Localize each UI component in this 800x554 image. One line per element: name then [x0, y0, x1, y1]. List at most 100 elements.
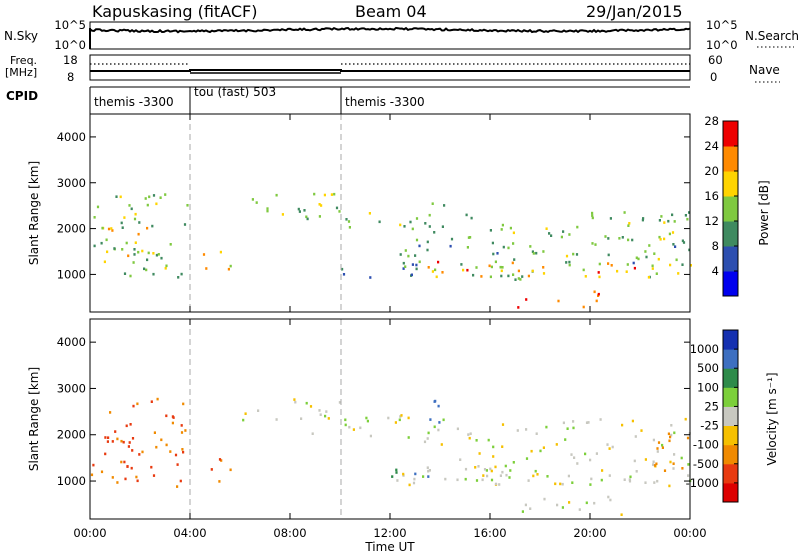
vel-echo-cell: [486, 474, 489, 478]
vel-echo-cell: [611, 445, 614, 449]
power-echo-cell: [103, 260, 106, 264]
power-echo-cell: [159, 196, 162, 199]
power-echo-cell: [472, 273, 475, 277]
power-echo-cell: [593, 290, 596, 294]
power-echo-cell: [146, 203, 149, 207]
vel-echo-cell: [468, 436, 471, 440]
x-tick-label: 12:00: [373, 526, 406, 540]
power-echo-cell: [576, 225, 579, 229]
vel-echo-cell: [155, 445, 158, 449]
power-echo-cell: [281, 213, 284, 216]
vel-echo-cell: [629, 475, 632, 479]
power-echo-cell: [604, 235, 607, 238]
vel-echo-cell: [257, 409, 260, 412]
vel-echo-cell: [444, 477, 447, 481]
vel-echo-cell: [111, 440, 114, 443]
vel-echo-cell: [400, 414, 403, 417]
vel-echo-cell: [300, 417, 303, 420]
power-echo-cell: [133, 253, 136, 256]
power-echo-cell: [511, 261, 514, 265]
vel-echo-cell: [104, 436, 107, 439]
power-echo-cell: [681, 239, 684, 243]
power-echo-cell: [101, 226, 104, 230]
power-echo-cell: [682, 241, 686, 244]
vel-echo-cell: [116, 481, 119, 484]
vel-echo-cell: [92, 463, 95, 467]
power-echo-cell: [227, 267, 230, 271]
power-echo-cell: [465, 213, 468, 217]
power-echo-cell: [120, 221, 123, 225]
vel-echo-cell: [570, 453, 573, 456]
power-echo-cell: [648, 244, 651, 247]
vel-echo-cell: [111, 476, 114, 479]
power-echo-cell: [632, 261, 635, 265]
power-echo-cell: [251, 198, 254, 201]
vel-echo-cell: [165, 443, 168, 447]
power-echo-cell: [266, 207, 269, 210]
power-echo-cell: [145, 268, 148, 272]
vel-echo-cell: [352, 428, 355, 431]
power-echo-cell: [431, 202, 434, 205]
vel-echo-cell: [365, 416, 368, 420]
power-echo-cell: [598, 275, 601, 279]
power-echo-cell: [100, 241, 103, 245]
vel-echo-cell: [527, 479, 530, 482]
power-echo-cell: [671, 231, 675, 234]
vel-echo-cell: [150, 465, 153, 469]
power-echo-cell: [512, 242, 515, 245]
power-colorbar-tick-label: 8: [712, 239, 719, 253]
power-echo-cell: [673, 220, 676, 223]
power-echo-cell: [598, 262, 601, 266]
power-echo-cell: [303, 209, 306, 212]
power-echo-cell: [137, 232, 140, 236]
power-echo-cell: [403, 225, 406, 228]
vel-echo-cell: [562, 421, 565, 425]
power-echo-cell: [434, 268, 437, 272]
vel-echo-cell: [311, 432, 314, 435]
vel-echo-cell: [467, 433, 470, 436]
vel-echo-cell: [116, 437, 119, 441]
vel-echo-cell: [516, 429, 519, 432]
power-y-tick-label: 2000: [57, 222, 86, 236]
power-colorbar-swatch: [723, 246, 738, 272]
velocity-colorbar-tick-label: -100: [693, 438, 719, 452]
vel-echo-cell: [104, 452, 107, 456]
power-echo-cell: [607, 253, 610, 257]
velocity-colorbar-swatch: [723, 368, 738, 388]
noise-sky-line: [89, 26, 691, 49]
vel-echo-cell: [125, 424, 128, 428]
vel-echo-cell: [584, 452, 587, 456]
power-echo-cell: [519, 278, 522, 281]
freq-tick-bottom: 8: [67, 70, 74, 84]
power-echo-cell: [130, 207, 133, 211]
vel-y-tick-label: 2000: [57, 428, 86, 442]
power-colorbar-tick-label: 12: [704, 214, 719, 228]
power-echo-cell: [625, 270, 628, 273]
power-echo-cell: [501, 223, 504, 227]
power-echo-cell: [607, 237, 610, 240]
power-echo-cell: [318, 203, 321, 206]
vel-echo-cell: [606, 443, 609, 446]
vel-echo-cell: [218, 458, 222, 461]
power-echo-cell: [441, 225, 444, 228]
power-echo-cell: [121, 226, 124, 229]
power-echo-cell: [411, 263, 414, 266]
vel-echo-cell: [153, 431, 156, 434]
power-echo-cell: [672, 243, 675, 246]
vel-echo-cell: [391, 475, 394, 478]
vel-echo-cell: [130, 466, 133, 470]
power-echo-cell: [688, 248, 691, 252]
power-echo-cell: [502, 245, 505, 249]
vel-echo-cell: [673, 431, 676, 435]
vel-echo-cell: [398, 418, 401, 422]
vel-echo-cell: [229, 468, 232, 472]
vel-echo-cell: [501, 445, 504, 448]
power-echo-cell: [657, 257, 660, 261]
vel-echo-cell: [242, 418, 245, 422]
power-echo-cell: [345, 218, 348, 221]
power-echo-cell: [138, 221, 141, 224]
vel-echo-cell: [505, 473, 508, 477]
power-echo-cell: [684, 214, 687, 217]
vel-echo-cell: [293, 398, 296, 401]
vel-echo-cell: [628, 479, 632, 483]
